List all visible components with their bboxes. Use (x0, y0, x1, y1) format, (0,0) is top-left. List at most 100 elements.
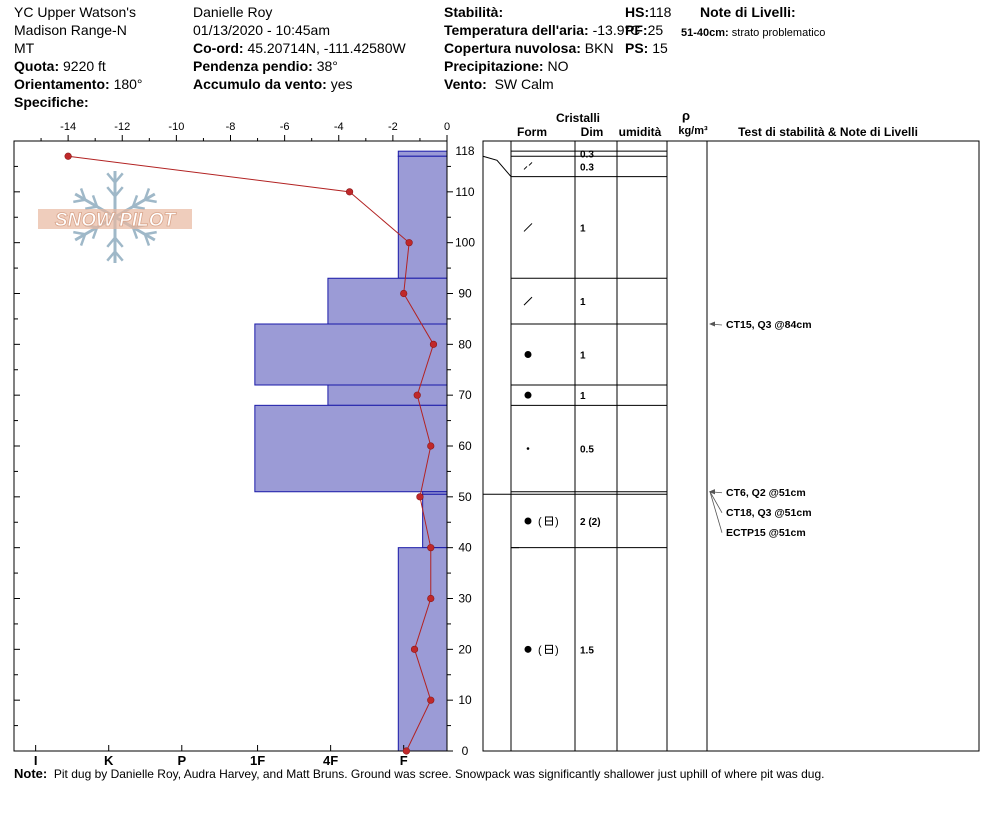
snow-depth-info: HS:118 PF:25 PS: 15 (625, 3, 671, 57)
hs-row: HS:118 (625, 3, 671, 21)
snowflake-branch (114, 250, 124, 262)
layer-size-5: 1 (580, 391, 586, 402)
snowflake-branch (106, 236, 116, 248)
depth-tick-label-10: 100 (455, 236, 475, 250)
elevation-label: Quota: (14, 58, 60, 74)
hardness-bar-8 (397, 547, 448, 752)
stability-arrow-2 (709, 491, 723, 513)
form-paren-close-7: ) (555, 516, 559, 528)
coord-value: 45.20714N, -111.42580W (247, 40, 406, 56)
hs-label: HS: (625, 4, 650, 20)
layer-notes-title: Note di Livelli: (700, 3, 796, 21)
cloud-row: Copertura nuvolosa: BKN (444, 39, 640, 57)
wind-load-value: yes (330, 76, 353, 92)
hardness-bar-0 (397, 150, 448, 157)
snowflake-branch (73, 198, 86, 204)
temperature-point-12 (402, 747, 411, 755)
stability-test-1: CT6, Q2 @51cm (726, 487, 806, 499)
temp-tick-label-7: 0 (444, 121, 450, 133)
temperature-point-8 (427, 544, 435, 552)
layer-notes-header: Note di Livelli: (700, 3, 796, 21)
site-info: YC Upper Watson's Madison Range-N MT Quo… (14, 3, 143, 111)
ps-label: PS: (625, 40, 649, 56)
note-label: Note: (14, 766, 48, 781)
temp-tick-label-4: -6 (280, 121, 290, 133)
ps-row: PS: 15 (625, 39, 671, 57)
rho-header: ρ (682, 108, 690, 123)
snowflake-branch (144, 198, 157, 204)
layer-size-3: 1 (580, 297, 586, 308)
depth-tick-label-4: 40 (458, 541, 472, 555)
snowflake-branch (131, 194, 139, 208)
snowflake-branch (114, 172, 124, 184)
pf-label: PF: (625, 22, 648, 38)
observer-info: Danielle Roy 01/13/2020 - 10:45am Co-ord… (193, 3, 406, 93)
layer-notes-label: Note di Livelli: (700, 4, 796, 20)
form-glyph-7 (524, 517, 532, 525)
pf-value: 25 (647, 22, 664, 38)
hardness-label-4: 4F (323, 753, 338, 768)
watermark-band (38, 209, 192, 229)
temperature-point-0 (64, 152, 72, 160)
hardness-label-1: K (104, 753, 114, 768)
temp-tick-label-5: -4 (334, 121, 344, 133)
wind-value: SW Calm (494, 76, 554, 92)
form-paren-open-7: ( (538, 516, 542, 528)
stability-notes-header: Test di stabilità & Note di Livelli (738, 125, 918, 139)
weather-info: Stabilità: Temperatura dell'aria: -13.9°… (444, 3, 640, 93)
temperature-point-7 (416, 493, 424, 501)
hardness-label-3: 1F (250, 753, 265, 768)
pf-row: PF:25 (625, 21, 671, 39)
location: YC Upper Watson's (14, 4, 136, 20)
temp-tick-label-3: -8 (226, 121, 236, 133)
snowflake-branch (106, 250, 116, 262)
watermark-text: SNOW PILOT (55, 210, 177, 231)
hardness-bar-3 (254, 323, 448, 386)
stability-arrow-3 (709, 491, 723, 533)
snowpilot-watermark: SNOW PILOT (38, 171, 192, 263)
range: Madison Range-N (14, 22, 127, 38)
specifics-row: Specifiche: (14, 93, 143, 111)
hardness-bar-4 (327, 384, 448, 406)
form-glyph-2 (523, 223, 533, 232)
stability-row: Stabilità: (444, 3, 640, 21)
form-glyph-6 (526, 447, 530, 450)
depth-tick-label-5: 50 (458, 490, 472, 504)
temperature-point-10 (410, 645, 419, 653)
temp-tick-label-6: -2 (388, 121, 398, 133)
wind-label: Vento: (444, 76, 487, 92)
layer-table-frame (482, 140, 980, 752)
stability-label: Stabilità: (444, 4, 504, 20)
hardness-label-2: P (177, 753, 186, 768)
depth-tick-label-12: 118 (455, 144, 474, 158)
wind-load-label: Accumulo da vento: (193, 76, 327, 92)
air-temp-value: -13.9°C (592, 22, 641, 38)
temperature-point-11 (427, 696, 435, 704)
stability-test-0: CT15, Q3 @84cm (726, 319, 812, 331)
air-temp-row: Temperatura dell'aria: -13.9°C (444, 21, 640, 39)
temperature-point-9 (427, 594, 435, 603)
stability-arrowhead-0 (709, 321, 715, 327)
specifics-label: Specifiche: (14, 94, 89, 110)
observer: Danielle Roy (193, 4, 273, 20)
snowflake-branch (79, 188, 87, 201)
temp-tick-label-1: -12 (114, 121, 130, 133)
layer-note: 51-40cm: strato problematico (681, 24, 825, 42)
precip-value: NO (547, 58, 569, 74)
aspect-row: Orientamento: 180° (14, 75, 143, 93)
elevation-row: Quota: 9220 ft (14, 57, 143, 75)
snowflake-branch (106, 172, 116, 184)
form-paren-open-8: ( (538, 644, 542, 656)
form-glyph-3 (523, 296, 533, 306)
snowflake-branch (91, 194, 99, 208)
slope-value: 38° (316, 58, 338, 74)
cloud-label: Copertura nuvolosa: (444, 40, 581, 56)
form-glyph-5 (524, 391, 532, 399)
layer-size-4: 1 (580, 351, 586, 362)
hardness-temperature-panel: -14 -12 -10 -8 -6 -4 -2 0 0 10 20 30 40 50 60 70 80 90 100… (13, 121, 475, 768)
depth-tick-label-2: 20 (458, 642, 472, 656)
coord-row: Co-ord: 45.20714N, -111.42580W (193, 39, 406, 57)
precip-label: Precipitazione: (444, 58, 544, 74)
snowflake-branch (143, 188, 151, 201)
